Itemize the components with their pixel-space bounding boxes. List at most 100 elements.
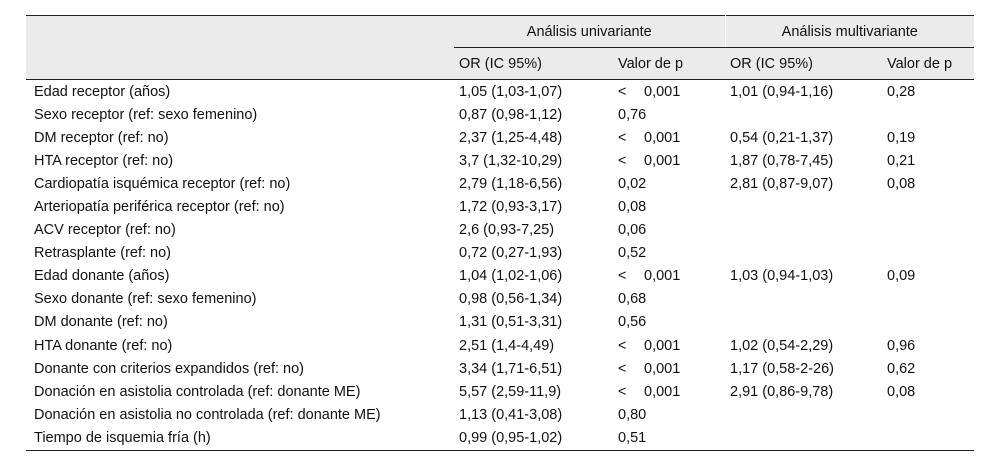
variable-cell: Edad receptor (años) <box>34 83 171 100</box>
p-multivariate-cell: 0,62 <box>887 360 916 377</box>
or-multivariate-cell: 1,17 (0,58-2-26) <box>730 360 834 377</box>
or-multivariate-cell: 1,02 (0,54-2,29) <box>730 337 834 354</box>
p-univariate-cell: 0,02 <box>613 172 725 195</box>
table-row: Donante con criterios expandidos (ref: n… <box>26 357 974 380</box>
p-multivariate-cell <box>882 426 974 450</box>
table-row: Sexo receptor (ref: sexo femenino) 0,87 (… <box>26 103 974 126</box>
p-univariate-cell: 0,80 <box>613 403 725 426</box>
p-value: 0,68 <box>618 291 647 308</box>
p-multivariate-cell: 0,96 <box>887 337 916 354</box>
p-value: 0,001 <box>644 360 681 377</box>
p-value: 0,51 <box>618 429 647 446</box>
variable-cell: Sexo donante (ref: sexo femenino) <box>34 291 257 308</box>
header-column-row: OR (IC 95%) Valor de p OR (IC 95%) Valor… <box>26 47 975 80</box>
table-header: Análisis univariante Análisis multivaria… <box>26 15 975 80</box>
variable-cell: Arteriopatía periférica receptor (ref: n… <box>34 199 285 216</box>
or-univariate-cell: 0,98 (0,56-1,34) <box>459 291 563 308</box>
p-univariate-cell: <0,001 <box>613 149 725 172</box>
or-multivariate-cell <box>725 103 882 126</box>
variable-cell: DM receptor (ref: no) <box>34 129 169 146</box>
p-multivariate-cell <box>882 288 974 311</box>
table-row: Cardiopatía isquémica receptor (ref: no)… <box>26 172 974 195</box>
table-row: DM receptor (ref: no) 2,37 (1,25-4,48) <0,… <box>26 126 974 149</box>
p-univariate-cell: 0,76 <box>613 103 725 126</box>
or-univariate-cell: 3,7 (1,32-10,29) <box>459 152 563 169</box>
p-multivariate-cell <box>882 403 974 426</box>
p-univariate-cell: 0,51 <box>613 426 725 450</box>
table-row: Edad receptor (años) 1,05 (1,03-1,07) <0,0… <box>26 80 974 104</box>
table-row: Edad donante (años) 1,04 (1,02-1,06) <0,00… <box>26 265 974 288</box>
or-multivariate-cell <box>725 288 882 311</box>
or-univariate-cell: 2,51 (1,4-4,49) <box>459 337 555 354</box>
variable-cell: Retrasplante (ref: no) <box>34 245 172 262</box>
table-row: Donación en asistolia no controlada (ref… <box>26 403 974 426</box>
p-less-than: < <box>618 129 627 146</box>
or-univariate-cell: 0,87 (0,98-1,12) <box>459 106 563 123</box>
p-value: 0,001 <box>644 129 681 146</box>
or-univariate-cell: 3,34 (1,71-6,51) <box>459 360 563 377</box>
or-univariate-cell: 2,37 (1,25-4,48) <box>459 129 563 146</box>
header-empty-cell <box>26 15 454 48</box>
or-multivariate-cell <box>725 311 882 334</box>
p-value: 0,001 <box>644 383 681 400</box>
or-multivariate-cell: 1,03 (0,94-1,03) <box>730 268 834 285</box>
p-value: 0,001 <box>644 337 681 354</box>
p-less-than: < <box>618 152 627 169</box>
p-multivariate-cell <box>882 219 974 242</box>
p-univariate-cell: <0,001 <box>613 80 725 104</box>
or-multivariate-cell: 2,91 (0,86-9,78) <box>730 383 834 400</box>
header-variable-cell <box>26 47 454 80</box>
header-univariate: Análisis univariante <box>454 15 726 48</box>
regression-table-container: Análisis univariante Análisis multivaria… <box>26 15 975 451</box>
or-univariate-cell: 2,6 (0,93-7,25) <box>459 222 555 239</box>
p-less-than: < <box>618 268 627 285</box>
p-value: 0,001 <box>644 152 681 169</box>
table-row: ACV receptor (ref: no) 2,6 (0,93-7,25) 0,0… <box>26 219 974 242</box>
p-multivariate-cell: 0,09 <box>887 268 916 285</box>
p-value: 0,76 <box>618 106 647 123</box>
header-p-multivariate: Valor de p <box>882 47 975 80</box>
table-row: Retrasplante (ref: no) 0,72 (0,27-1,93) 0,… <box>26 242 974 265</box>
or-multivariate-cell: 2,81 (0,87-9,07) <box>730 175 834 192</box>
or-univariate-cell: 1,04 (1,02-1,06) <box>459 268 563 285</box>
p-value: 0,001 <box>644 83 681 100</box>
variable-cell: Tiempo de isquemia fría (h) <box>34 429 211 446</box>
or-univariate-cell: 5,57 (2,59-11,9) <box>459 383 562 400</box>
p-univariate-cell: <0,001 <box>613 126 725 149</box>
or-univariate-cell: 1,05 (1,03-1,07) <box>459 83 563 100</box>
p-univariate-cell: 0,06 <box>613 219 725 242</box>
header-multivariate: Análisis multivariante <box>725 15 975 48</box>
p-multivariate-cell <box>882 242 974 265</box>
or-multivariate-cell: 0,54 (0,21-1,37) <box>730 129 834 146</box>
or-multivariate-cell <box>725 242 882 265</box>
table-row: Arteriopatía periférica receptor (ref: n… <box>26 195 974 218</box>
variable-cell: HTA receptor (ref: no) <box>34 152 174 169</box>
p-univariate-cell: 0,08 <box>613 195 725 218</box>
or-multivariate-cell: 1,01 (0,94-1,16) <box>730 83 834 100</box>
or-multivariate-cell <box>725 403 882 426</box>
p-univariate-cell: <0,001 <box>613 357 725 380</box>
p-value: 0,02 <box>618 175 647 192</box>
p-univariate-cell: <0,001 <box>613 380 725 403</box>
p-multivariate-cell <box>882 311 974 334</box>
or-multivariate-cell <box>725 219 882 242</box>
p-value: 0,56 <box>618 314 647 331</box>
table-row: Sexo donante (ref: sexo femenino) 0,98 (0… <box>26 288 974 311</box>
table-body: Edad receptor (años) 1,05 (1,03-1,07) <0,0… <box>26 80 975 450</box>
p-value: 0,08 <box>618 199 647 216</box>
p-univariate-cell: 0,68 <box>613 288 725 311</box>
header-p-univariate: Valor de p <box>613 47 725 80</box>
or-univariate-cell: 1,13 (0,41-3,08) <box>459 406 563 423</box>
p-univariate-cell: 0,52 <box>613 242 725 265</box>
p-univariate-cell: 0,56 <box>613 311 725 334</box>
or-multivariate-cell <box>725 195 882 218</box>
or-univariate-cell: 1,31 (0,51-3,31) <box>459 314 563 331</box>
or-multivariate-cell <box>725 426 882 450</box>
table-row: Tiempo de isquemia fría (h) 0,99 (0,95-1,… <box>26 426 975 450</box>
p-multivariate-cell <box>882 195 974 218</box>
variable-cell: DM donante (ref: no) <box>34 314 168 331</box>
p-less-than: < <box>618 337 627 354</box>
table-row: HTA receptor (ref: no) 3,7 (1,32-10,29) <0… <box>26 149 974 172</box>
header-or-multivariate: OR (IC 95%) <box>725 47 882 80</box>
p-multivariate-cell: 0,19 <box>887 129 916 146</box>
